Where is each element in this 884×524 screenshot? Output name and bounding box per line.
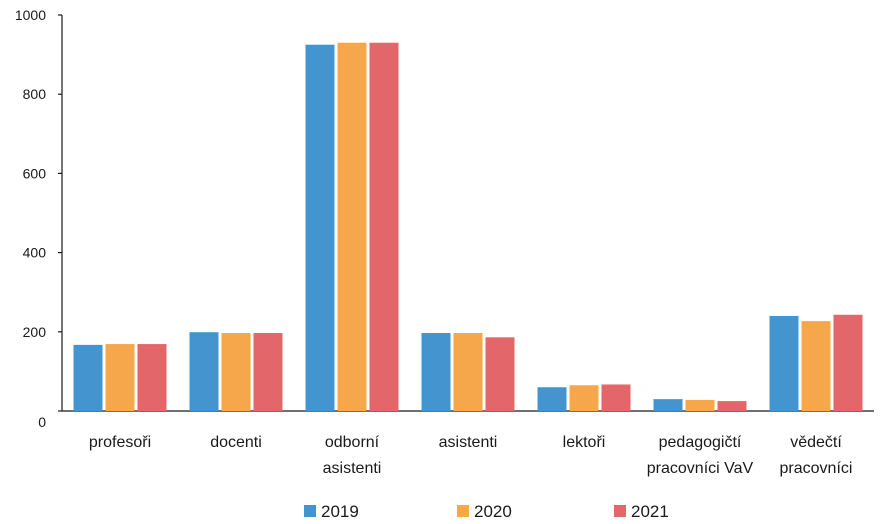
x-category-label: pracovníci VaV	[647, 460, 754, 477]
bar-2021	[717, 401, 747, 411]
bar-2021	[833, 314, 863, 411]
bar-2019	[769, 315, 799, 411]
bar-2021	[601, 384, 631, 411]
bar-2020	[221, 332, 251, 411]
y-tick-label: 400	[23, 245, 47, 261]
y-tick-label: 800	[23, 86, 47, 102]
legend-label-2019: 2019	[321, 502, 359, 521]
legend-swatch-2020	[457, 505, 469, 517]
legend-label-2021: 2021	[631, 502, 669, 521]
bar-2019	[537, 387, 567, 411]
bar-2021	[253, 332, 283, 411]
bar-2019	[73, 344, 103, 411]
legend-label-2020: 2020	[474, 502, 512, 521]
bar-2019	[189, 332, 219, 411]
x-category-label: pedagogičtí	[659, 434, 742, 451]
y-tick-label: 200	[23, 324, 47, 340]
legend-swatch-2021	[614, 505, 626, 517]
x-category-label: asistenti	[439, 434, 498, 451]
x-category-label: profesoři	[89, 434, 151, 451]
y-tick-label: 600	[23, 165, 47, 181]
bar-2021	[137, 344, 167, 411]
bar-2020	[685, 399, 715, 411]
bar-2019	[653, 399, 683, 411]
bar-2021	[485, 337, 515, 411]
bar-2019	[305, 44, 335, 411]
x-category-label: asistenti	[323, 460, 382, 477]
bar-2019	[421, 332, 451, 411]
x-category-label: docenti	[210, 434, 262, 451]
x-category-label: lektoři	[563, 434, 606, 451]
bar-2020	[801, 321, 831, 411]
x-category-label: odborní	[325, 434, 380, 451]
bars	[73, 42, 863, 411]
bar-2021	[369, 42, 399, 411]
bar-2020	[569, 385, 599, 411]
y-tick-label: 1000	[15, 7, 46, 23]
bar-2020	[453, 332, 483, 411]
legend-swatch-2019	[304, 505, 316, 517]
bar-2020	[337, 42, 367, 411]
x-category-label: vědečtí	[790, 434, 842, 451]
x-category-label: pracovníci	[780, 460, 853, 477]
legend: 2019 2020 2021	[304, 502, 669, 521]
category-labels: profesoři docenti odborní asistenti asistent…	[89, 434, 853, 477]
bar-2020	[105, 344, 135, 411]
y-tick-label: 0	[38, 414, 46, 430]
